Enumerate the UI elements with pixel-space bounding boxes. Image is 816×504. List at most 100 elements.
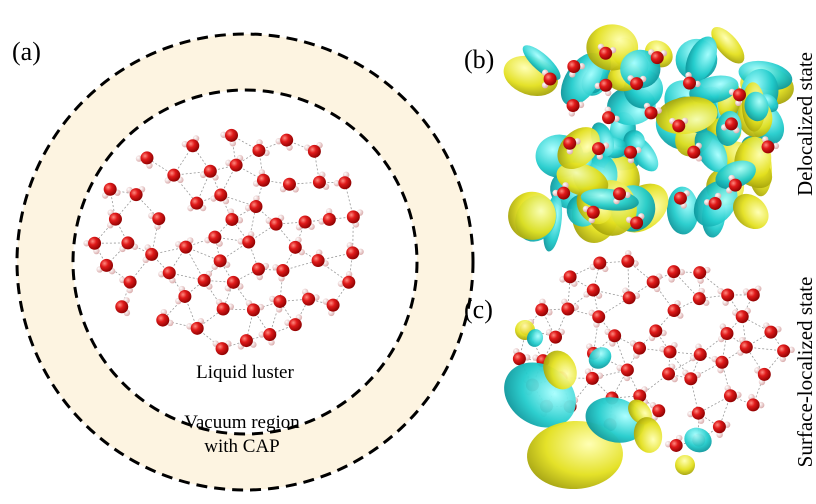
panel-label: (c) <box>464 295 493 324</box>
oxygen-atom <box>289 241 302 254</box>
oxygen-atom <box>208 231 221 244</box>
oxygen-atom <box>724 389 737 402</box>
oxygen-atom <box>109 213 122 226</box>
oxygen-atom <box>549 331 562 344</box>
oxygen-atom <box>342 276 355 289</box>
oxygen-atom <box>302 293 315 306</box>
oxygen-atom <box>346 246 359 259</box>
oxygen-atom <box>693 292 706 305</box>
oxygen-atom <box>758 368 771 381</box>
oxygen-atom <box>664 345 677 358</box>
oxygen-atom <box>651 51 664 64</box>
oxygen-atom <box>668 304 681 317</box>
oxygen-atom <box>624 146 637 159</box>
oxygen-atom <box>312 254 325 267</box>
oxygen-atom <box>716 356 729 369</box>
oxygen-atom <box>721 288 734 301</box>
oxygen-atom <box>777 344 790 357</box>
oxygen-atom <box>692 407 705 420</box>
oxygen-atom <box>167 169 180 182</box>
oxygen-atom <box>140 151 153 164</box>
oxygen-atom <box>217 303 230 316</box>
oxygen-atom <box>513 352 526 365</box>
oxygen-atom <box>257 174 270 187</box>
oxygen-atom <box>587 206 600 219</box>
oxygen-atom <box>599 79 612 92</box>
oxygen-atom <box>747 398 760 411</box>
oxygen-atom <box>179 241 192 254</box>
oxygen-atom <box>191 322 204 335</box>
oxygen-atom <box>323 213 336 226</box>
oxygen-atom <box>249 200 262 213</box>
oxygen-atom <box>152 212 165 225</box>
oxygen-atom <box>563 137 576 150</box>
oxygen-atom <box>602 111 615 124</box>
oxygen-atom <box>225 129 238 142</box>
panel-label: (b) <box>464 45 494 74</box>
oxygen-atom <box>720 327 733 340</box>
oxygen-atom <box>156 314 169 327</box>
oxygen-atom <box>252 144 265 157</box>
oxygen-atom <box>121 236 134 249</box>
oxygen-atom <box>674 192 687 205</box>
oxygen-atom <box>608 329 621 342</box>
state-label: Surface-localized state <box>793 277 816 468</box>
oxygen-atom <box>186 139 199 152</box>
oxygen-atom <box>633 342 646 355</box>
oxygen-atom <box>204 165 217 178</box>
orbital-lobe <box>680 423 715 456</box>
oxygen-atom <box>216 342 229 355</box>
oxygen-atom <box>104 183 117 196</box>
oxygen-atom <box>124 276 137 289</box>
oxygen-atom <box>693 266 706 279</box>
oxygen-atom <box>214 188 227 201</box>
oxygen-atom <box>649 324 662 337</box>
oxygen-atom <box>652 404 665 417</box>
oxygen-atom <box>198 274 211 287</box>
oxygen-atom <box>684 372 697 385</box>
oxygen-atom <box>178 290 191 303</box>
oxygen-atom <box>544 72 557 85</box>
oxygen-atom <box>230 159 243 172</box>
oxygen-atom <box>647 275 660 288</box>
oxygen-atom <box>252 263 265 276</box>
oxygen-atom <box>130 188 143 201</box>
oxygen-atom <box>764 326 777 339</box>
oxygen-atom <box>100 259 113 272</box>
oxygen-atom <box>163 266 176 279</box>
oxygen-atom <box>263 328 276 341</box>
oxygen-atom <box>736 310 749 323</box>
oxygen-atom <box>645 106 658 119</box>
outer-label: with CAP <box>204 436 280 457</box>
oxygen-atom <box>557 187 570 200</box>
oxygen-atom <box>240 334 253 347</box>
orbital-lobe <box>671 451 699 479</box>
oxygen-atom <box>190 197 203 210</box>
oxygen-atom <box>338 176 351 189</box>
oxygen-atom <box>694 348 707 361</box>
oxygen-atom <box>587 284 600 297</box>
oxygen-atom <box>729 179 742 192</box>
oxygen-atom <box>273 295 286 308</box>
panel-label: (a) <box>12 37 41 66</box>
oxygen-atom <box>586 372 599 385</box>
oxygen-atom <box>667 265 680 278</box>
oxygen-atom <box>115 300 128 313</box>
oxygen-atom <box>621 255 634 268</box>
oxygen-atom <box>592 310 605 323</box>
oxygen-atom <box>623 291 636 304</box>
oxygen-atom <box>740 341 753 354</box>
oxygen-atom <box>687 146 700 159</box>
oxygen-atom <box>733 88 746 101</box>
oxygen-atom <box>283 178 296 191</box>
oxygen-atom <box>247 303 260 316</box>
oxygen-atom <box>280 134 293 147</box>
oxygen-atom <box>270 218 283 231</box>
oxygen-atom <box>747 288 760 301</box>
oxygen-atom <box>761 140 774 153</box>
oxygen-atom <box>145 248 158 261</box>
oxygen-atom <box>725 117 738 130</box>
oxygen-atom <box>535 303 548 316</box>
oxygen-atom <box>242 235 255 248</box>
oxygen-atom <box>567 60 580 73</box>
